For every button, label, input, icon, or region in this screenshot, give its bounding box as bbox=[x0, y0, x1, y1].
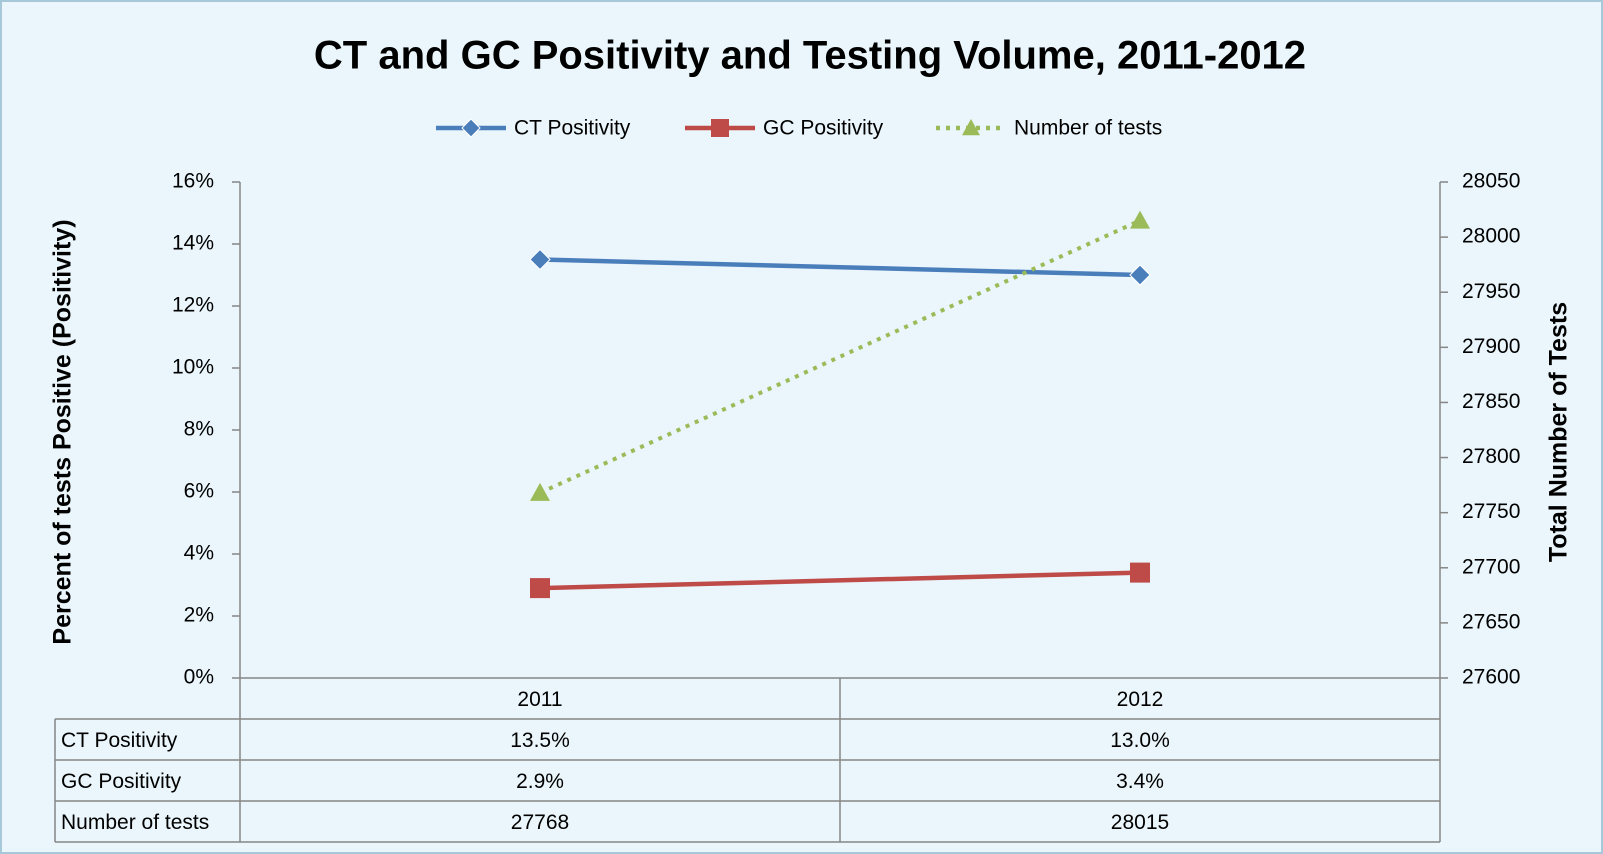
y-tick-label: 12% bbox=[172, 294, 214, 317]
legend-marker bbox=[711, 119, 729, 137]
y2-tick-label: 28000 bbox=[1462, 225, 1520, 248]
table-row-label: Number of tests bbox=[61, 811, 209, 834]
series-line bbox=[539, 257, 1141, 278]
y-tick-label: 4% bbox=[184, 542, 214, 565]
table-cell: 3.4% bbox=[1116, 770, 1164, 793]
y2-tick-label: 27700 bbox=[1462, 555, 1520, 578]
y2-tick-label: 27850 bbox=[1462, 390, 1520, 413]
legend-label: GC Positivity bbox=[763, 117, 884, 140]
table-row-label: CT Positivity bbox=[61, 729, 178, 752]
y-tick-label: 8% bbox=[184, 418, 214, 441]
y2-axis-label: Total Number of Tests bbox=[1545, 302, 1573, 562]
y2-tick-label: 28050 bbox=[1462, 170, 1520, 193]
table-cell: 13.0% bbox=[1110, 729, 1170, 752]
table-row-label: GC Positivity bbox=[61, 770, 182, 793]
y-axis-label: Percent of tests Positive (Positivity) bbox=[49, 219, 77, 644]
y2-tick-label: 27800 bbox=[1462, 445, 1520, 468]
table-cell: 2.9% bbox=[516, 770, 564, 793]
table-cell: 27768 bbox=[511, 811, 569, 834]
y-tick-label: 2% bbox=[184, 604, 214, 627]
x-tick-label: 2012 bbox=[1117, 688, 1164, 711]
marker bbox=[1130, 210, 1150, 229]
legend-label: Number of tests bbox=[1014, 117, 1162, 140]
table-cell: 13.5% bbox=[510, 729, 570, 752]
marker bbox=[1130, 562, 1150, 583]
legend-marker bbox=[461, 118, 481, 138]
legend-marker bbox=[962, 119, 980, 136]
table-cell: 28015 bbox=[1111, 811, 1169, 834]
y-tick-label: 14% bbox=[172, 232, 214, 255]
y-tick-label: 6% bbox=[184, 480, 214, 503]
y2-tick-label: 27750 bbox=[1462, 500, 1520, 523]
marker bbox=[530, 482, 550, 501]
y2-tick-label: 27950 bbox=[1462, 280, 1520, 303]
y-tick-label: 0% bbox=[184, 666, 214, 689]
x-tick-label: 2011 bbox=[517, 688, 562, 711]
chart-title: CT and GC Positivity and Testing Volume,… bbox=[314, 34, 1306, 78]
y2-tick-label: 27900 bbox=[1462, 335, 1520, 358]
series-line bbox=[539, 570, 1141, 591]
marker bbox=[1129, 264, 1151, 286]
legend-label: CT Positivity bbox=[514, 117, 631, 140]
y2-tick-label: 27600 bbox=[1462, 666, 1520, 689]
y-tick-label: 16% bbox=[172, 170, 214, 193]
y-tick-label: 10% bbox=[172, 356, 214, 379]
marker bbox=[529, 248, 551, 271]
y2-tick-label: 27650 bbox=[1462, 610, 1520, 633]
marker bbox=[530, 578, 550, 599]
